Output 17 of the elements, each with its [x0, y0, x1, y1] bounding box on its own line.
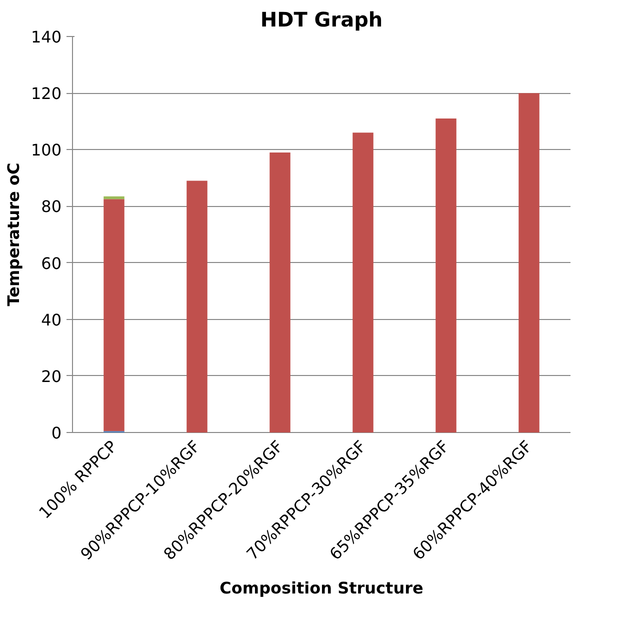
bar [270, 152, 290, 432]
bar [352, 132, 374, 432]
chart-title: HDT Graph [260, 8, 383, 32]
y-tick-label: 120 [30, 84, 62, 104]
y-tick-label: 20 [41, 366, 62, 386]
y-tick-label: 60 [41, 254, 62, 273]
bar [436, 118, 456, 432]
x-axis-title: Composition Structure [220, 578, 424, 598]
y-tick-label: 0 [51, 424, 62, 442]
bar [518, 93, 540, 432]
y-tick-label: 80 [41, 197, 62, 216]
y-tick-label: 40 [41, 310, 62, 330]
bar [104, 199, 124, 432]
y-axis-title: Temperature oC [4, 162, 23, 306]
y-tick-label: 100 [30, 140, 62, 160]
y-tick-label: 140 [30, 28, 62, 46]
bar [186, 180, 208, 432]
